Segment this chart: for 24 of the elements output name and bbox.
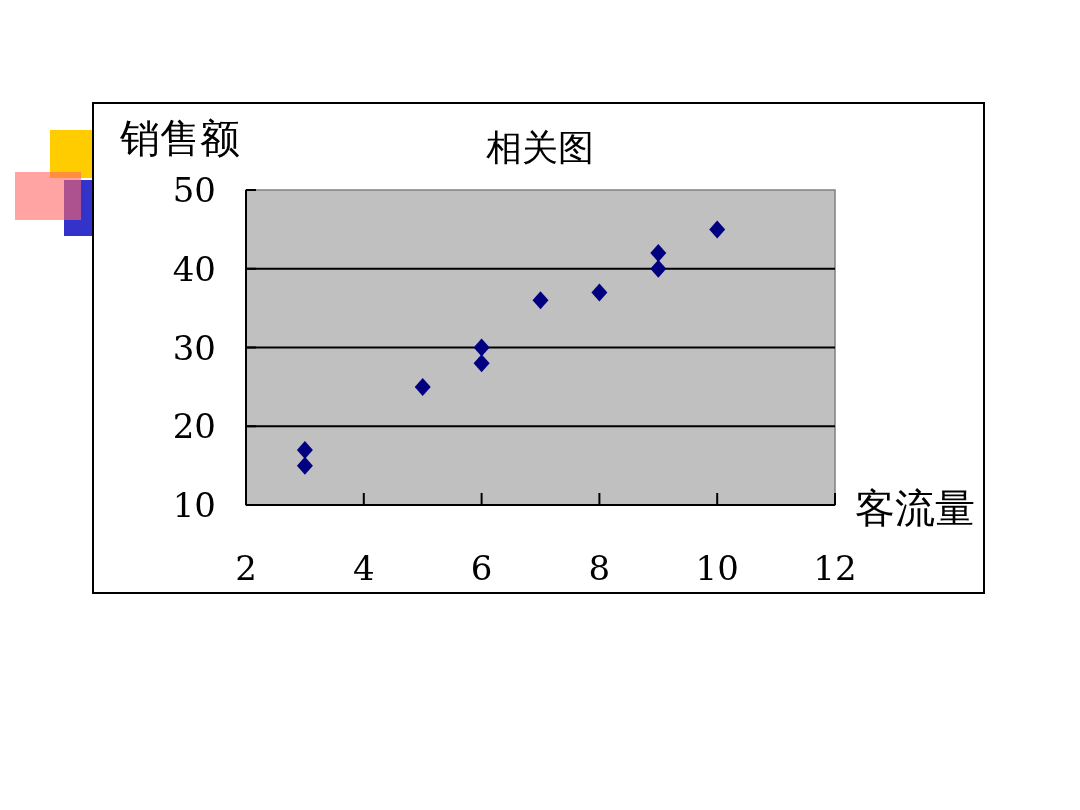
chart-title: 相关图 <box>486 127 594 168</box>
y-tick-label: 20 <box>172 406 216 447</box>
x-tick-label: 10 <box>695 548 739 588</box>
point <box>650 244 667 262</box>
x-tick-label: 2 <box>235 548 257 588</box>
x-tick-label: 6 <box>470 548 493 588</box>
x-tick-label: 4 <box>352 548 375 588</box>
x-tick-label: 8 <box>588 548 611 588</box>
y-tick-label: 10 <box>172 485 216 525</box>
y-axis-title: 销售额 <box>119 115 240 161</box>
point <box>296 456 313 475</box>
point <box>591 283 608 302</box>
point <box>473 338 490 357</box>
point <box>473 354 490 373</box>
y-tick-label: 40 <box>172 248 216 289</box>
y-tick-label: 50 <box>172 170 216 210</box>
point <box>296 440 313 459</box>
y-tick-label: 30 <box>172 327 216 368</box>
x-axis-title: 客流量 <box>855 485 975 531</box>
point <box>414 377 431 396</box>
point <box>532 291 549 310</box>
point <box>709 220 726 239</box>
point <box>650 259 667 278</box>
x-tick-label: 12 <box>813 548 857 588</box>
